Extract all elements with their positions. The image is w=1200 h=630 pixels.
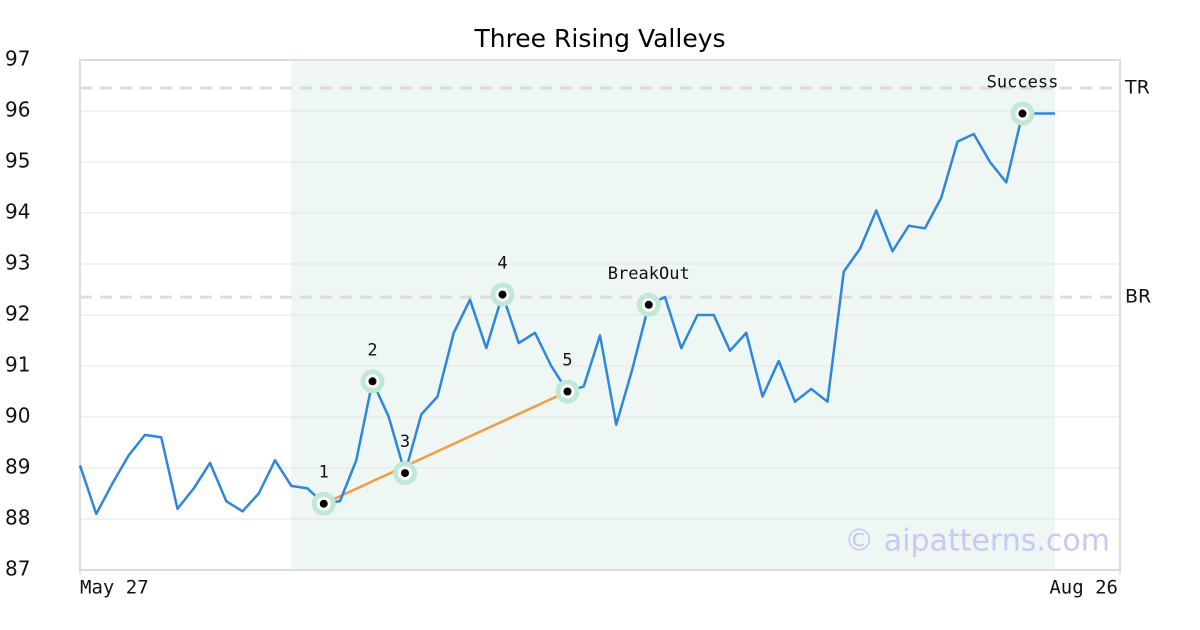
- marker-dot: [319, 499, 328, 508]
- x-tick-label: May 27: [80, 577, 149, 599]
- y-tick-label: 95: [5, 149, 30, 173]
- y-tick-label: 94: [5, 200, 30, 224]
- chart-title: Three Rising Valleys: [473, 24, 725, 53]
- marker-dot: [1018, 109, 1027, 118]
- trendline: [323, 390, 569, 505]
- marker-dot: [498, 290, 507, 299]
- marker-label: 2: [367, 340, 377, 360]
- level-label: TR: [1124, 77, 1150, 99]
- marker-dot: [368, 377, 377, 386]
- y-tick-label: 91: [5, 353, 30, 377]
- marker-label: 3: [400, 432, 410, 452]
- watermark: © aipatterns.com: [844, 524, 1110, 559]
- y-tick-label: 92: [5, 302, 30, 326]
- marker-label: 4: [497, 254, 507, 274]
- y-tick-label: 97: [5, 47, 30, 71]
- level-label: BR: [1125, 286, 1151, 308]
- marker-label: BreakOut: [608, 264, 690, 284]
- marker-label: 5: [562, 351, 572, 371]
- marker-dot: [644, 300, 653, 309]
- marker-label: Success: [987, 73, 1059, 93]
- y-tick-label: 88: [5, 506, 30, 530]
- marker-label: 1: [319, 463, 329, 483]
- y-tick-label: 89: [5, 455, 30, 479]
- x-tick-label: Aug 26: [1049, 577, 1118, 599]
- y-tick-label: 90: [5, 404, 30, 428]
- y-tick-label: 93: [5, 251, 30, 275]
- marker-dot: [563, 387, 572, 396]
- marker-dot: [401, 469, 409, 478]
- y-tick-label: 96: [5, 98, 30, 122]
- y-tick-label: 87: [5, 557, 30, 581]
- plot-frame: [79, 59, 1121, 571]
